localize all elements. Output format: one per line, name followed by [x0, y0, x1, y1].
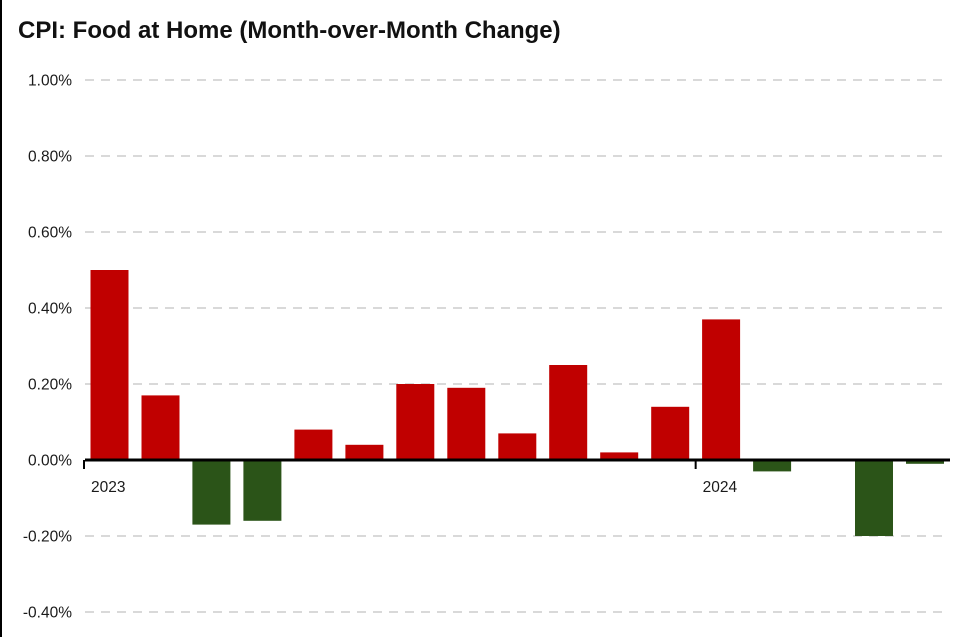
bar-mar-2023 [192, 460, 231, 525]
x-axis-label: 2023 [91, 479, 125, 496]
bar-apr-2023 [243, 460, 282, 521]
bar-jan-2023 [90, 270, 129, 460]
bar-feb-2024 [753, 460, 792, 472]
bar-may-2023 [294, 429, 333, 460]
y-axis-label: 0.60% [28, 225, 72, 242]
window-left-border [0, 0, 2, 637]
bar-may-2024 [906, 460, 944, 464]
bar-jul-2023 [396, 384, 435, 460]
y-axis-label: 0.80% [28, 149, 72, 166]
bar-sep-2023 [498, 433, 537, 460]
bar-nov-2023 [600, 452, 639, 460]
x-axis-label: 2024 [703, 479, 738, 496]
bar-aug-2023 [447, 387, 486, 460]
bar-dec-2023 [651, 406, 690, 460]
y-axis-label: 1.00% [28, 73, 72, 90]
y-axis-label: -0.40% [23, 605, 72, 622]
y-axis-label: 0.00% [28, 453, 72, 470]
chart-title: CPI: Food at Home (Month-over-Month Chan… [18, 17, 561, 44]
bar-jan-2024 [702, 319, 741, 460]
bar-oct-2023 [549, 365, 588, 460]
y-axis-label: -0.20% [23, 529, 72, 546]
bar-apr-2024 [855, 460, 893, 536]
bar-feb-2023 [141, 395, 180, 460]
bar-jun-2023 [345, 444, 384, 460]
y-axis-label: 0.40% [28, 301, 72, 318]
y-axis-label: 0.20% [28, 377, 72, 394]
